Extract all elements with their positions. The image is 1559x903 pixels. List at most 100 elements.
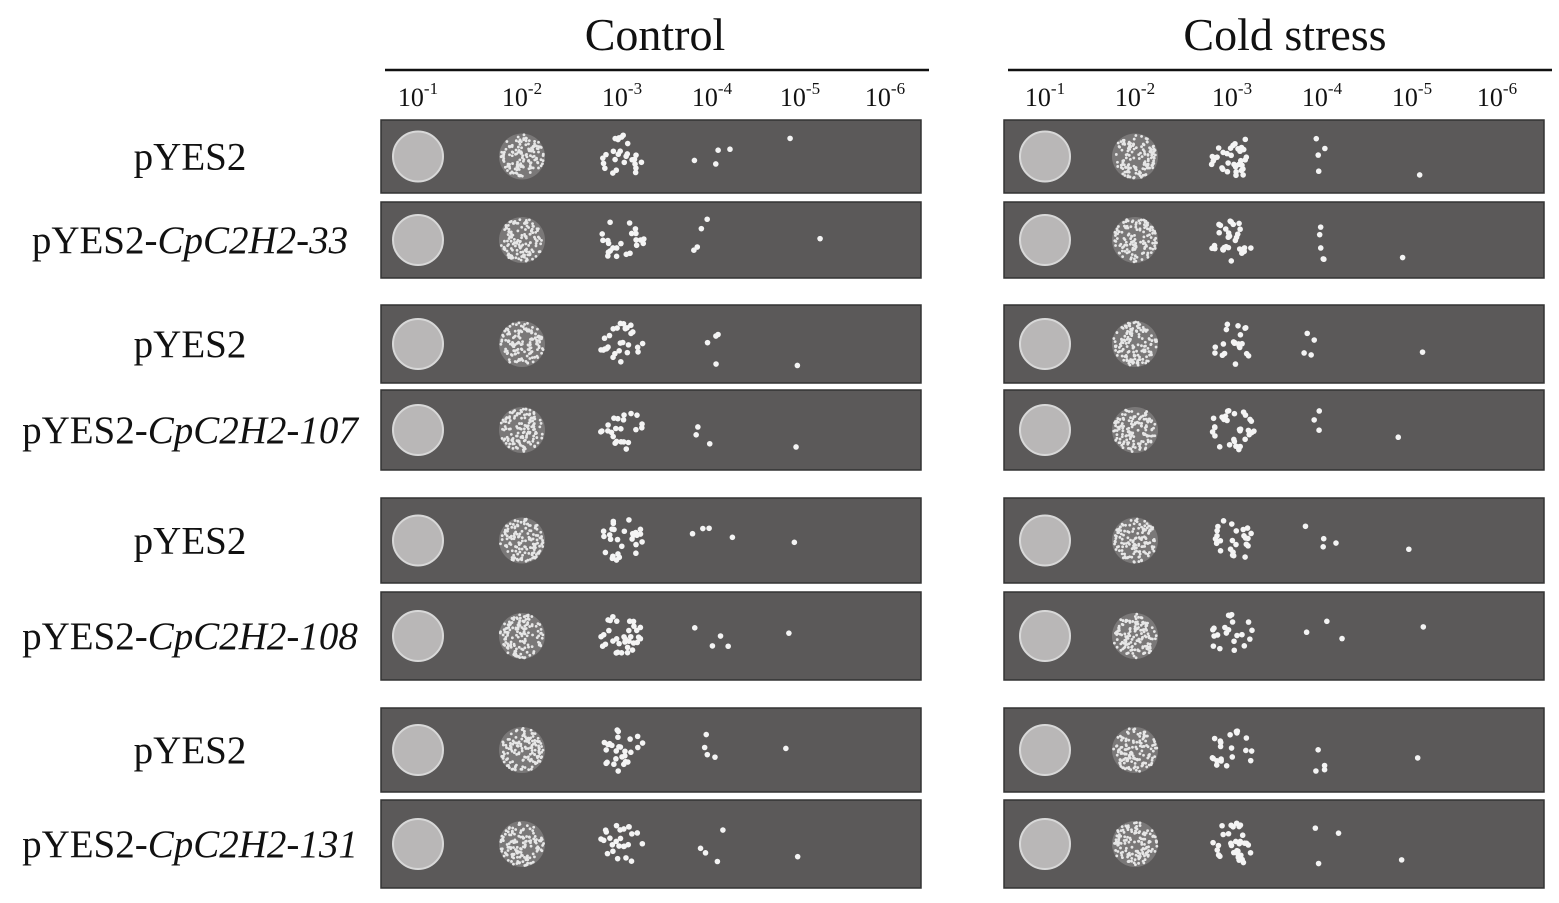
dilution-base: 10 xyxy=(1115,83,1141,112)
colony xyxy=(522,133,526,137)
plate-strip xyxy=(380,201,922,279)
colony xyxy=(523,639,527,643)
colony xyxy=(1122,358,1126,362)
dilution-exponent: -2 xyxy=(528,79,542,98)
colony xyxy=(1149,747,1153,751)
colony xyxy=(518,412,522,415)
colony xyxy=(1136,343,1140,347)
colony xyxy=(533,753,536,757)
colony xyxy=(507,256,511,259)
colony xyxy=(606,332,613,339)
colony xyxy=(1137,421,1141,425)
colony xyxy=(530,746,534,750)
colony xyxy=(1115,331,1119,334)
colony xyxy=(1149,147,1153,151)
dilution-exponent: -6 xyxy=(1503,79,1517,98)
colony xyxy=(612,156,618,163)
colony xyxy=(639,421,645,427)
colony xyxy=(1131,247,1135,251)
colony xyxy=(515,654,519,658)
colony xyxy=(529,538,533,542)
colony xyxy=(1113,534,1117,537)
colony xyxy=(506,239,509,243)
colony xyxy=(525,863,529,866)
colony xyxy=(1241,643,1248,649)
colony xyxy=(1116,829,1120,832)
colony xyxy=(1138,852,1142,856)
colony xyxy=(1119,140,1123,144)
colony xyxy=(537,336,541,339)
colony xyxy=(1131,361,1135,365)
colony xyxy=(527,142,530,146)
colony xyxy=(507,144,511,148)
colony xyxy=(1212,245,1218,252)
colony xyxy=(1140,252,1144,255)
colony xyxy=(517,332,521,336)
colony xyxy=(510,829,514,833)
colony xyxy=(536,845,540,849)
colony xyxy=(535,538,539,542)
dilution-exponent: -3 xyxy=(1238,79,1252,98)
colony xyxy=(526,747,530,750)
colony xyxy=(1129,641,1133,644)
colony xyxy=(1127,840,1131,844)
colony xyxy=(1143,634,1147,638)
colony xyxy=(526,613,530,617)
colony xyxy=(530,331,534,334)
colony xyxy=(1145,743,1148,747)
colony xyxy=(1114,548,1118,551)
colony xyxy=(631,623,637,629)
plate-background xyxy=(1003,304,1545,384)
plate-strip xyxy=(1003,591,1545,681)
colony xyxy=(1210,839,1216,846)
colony xyxy=(600,237,606,244)
colony xyxy=(528,653,532,657)
colony xyxy=(1130,828,1133,832)
colony xyxy=(538,250,542,253)
colony xyxy=(513,220,517,223)
colony xyxy=(504,347,508,351)
colony xyxy=(533,732,537,736)
colony xyxy=(1131,539,1135,542)
colony xyxy=(512,652,516,655)
colony xyxy=(612,440,618,446)
colony xyxy=(1135,612,1139,616)
colony xyxy=(1152,738,1156,741)
colony xyxy=(1118,244,1122,248)
colony xyxy=(501,750,505,754)
colony xyxy=(632,226,639,232)
colony xyxy=(1229,754,1236,760)
colony xyxy=(531,633,534,637)
colony xyxy=(1135,520,1139,524)
colony xyxy=(518,422,521,425)
colony xyxy=(509,840,513,844)
colony xyxy=(1248,245,1254,251)
colony xyxy=(1143,348,1147,352)
colony xyxy=(620,132,626,139)
colony xyxy=(1138,221,1142,225)
colony xyxy=(538,544,541,548)
colony xyxy=(1146,419,1149,423)
colony xyxy=(1321,762,1328,769)
colony xyxy=(516,523,519,527)
colony xyxy=(1129,648,1133,652)
colony xyxy=(706,440,713,447)
colony xyxy=(530,350,534,353)
colony xyxy=(1231,436,1237,443)
colony xyxy=(520,348,524,352)
colony xyxy=(1150,758,1154,762)
colony xyxy=(1151,749,1155,753)
colony xyxy=(511,151,515,154)
colony xyxy=(525,354,529,358)
colony xyxy=(518,821,521,825)
colony xyxy=(509,847,513,850)
colony xyxy=(1143,432,1147,436)
colony xyxy=(535,761,539,765)
colony xyxy=(1134,829,1137,833)
colony xyxy=(517,140,521,144)
colony xyxy=(518,142,522,146)
colony xyxy=(603,747,610,753)
colony xyxy=(515,425,519,428)
colony xyxy=(628,230,635,237)
colony xyxy=(528,341,532,344)
